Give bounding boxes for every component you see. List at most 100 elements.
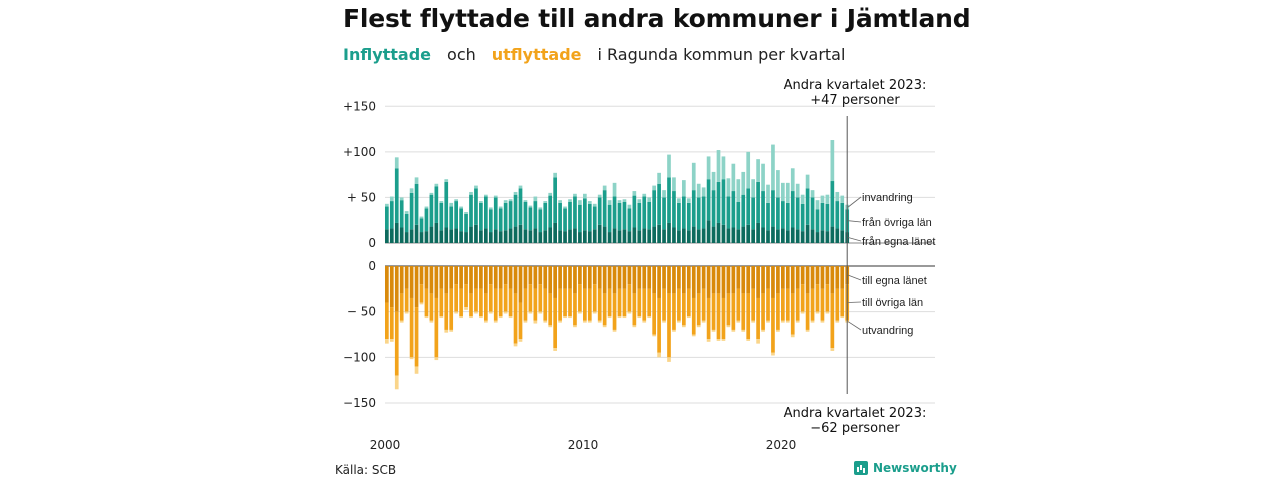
bar-in-invandring bbox=[686, 198, 691, 203]
bar-out-utvandring bbox=[484, 320, 488, 323]
bar-in-ovriga bbox=[518, 188, 523, 225]
bar-in-invandring bbox=[563, 206, 567, 209]
bar-in-ovriga bbox=[429, 194, 434, 227]
bar-out-utvandring bbox=[439, 316, 444, 319]
bar-out-egna bbox=[820, 266, 825, 289]
bar-in-egna bbox=[454, 228, 458, 243]
bar-out-egna bbox=[607, 266, 612, 289]
bar-out-egna bbox=[696, 266, 701, 294]
bar-out-egna bbox=[513, 266, 518, 294]
brand-logo[interactable]: Newsworthy bbox=[854, 461, 957, 475]
bar-out-egna bbox=[825, 266, 830, 285]
bar-in-invandring bbox=[696, 183, 701, 198]
bar-out-utvandring bbox=[528, 311, 533, 314]
bar-in-ovriga bbox=[414, 183, 419, 225]
bar-in-invandring bbox=[677, 198, 681, 203]
bar-in-invandring bbox=[682, 180, 686, 197]
bar-out-utvandring bbox=[538, 311, 543, 314]
bar-out-ovriga bbox=[543, 288, 548, 321]
bar-in-ovriga bbox=[637, 202, 642, 231]
bar-out-ovriga bbox=[385, 302, 389, 340]
annotation-top-line2: +47 personer bbox=[810, 93, 900, 108]
bar-in-ovriga bbox=[721, 179, 726, 225]
bar-out-egna bbox=[528, 266, 533, 285]
bar-out-egna bbox=[424, 266, 429, 289]
bar-out-utvandring bbox=[503, 311, 508, 314]
bar-out-ovriga bbox=[533, 288, 538, 321]
bar-in-egna bbox=[602, 226, 607, 243]
bar-in-egna bbox=[434, 222, 439, 243]
bar-out-egna bbox=[647, 266, 652, 289]
y-tick-label-top: +100 bbox=[343, 145, 376, 159]
bar-in-egna bbox=[538, 232, 543, 243]
bar-out-utvandring bbox=[429, 320, 434, 323]
bar-in-egna bbox=[761, 227, 765, 243]
bar-out-utvandring bbox=[587, 320, 592, 323]
bar-in-invandring bbox=[424, 206, 429, 209]
bar-in-ovriga bbox=[434, 186, 439, 223]
bar-in-ovriga bbox=[385, 206, 389, 230]
bar-out-ovriga bbox=[800, 284, 805, 312]
bar-out-egna bbox=[840, 266, 845, 289]
bar-out-utvandring bbox=[479, 316, 483, 319]
bar-out-utvandring bbox=[568, 316, 572, 319]
bar-out-ovriga bbox=[776, 293, 780, 330]
series-leader-line bbox=[848, 301, 862, 303]
bar-out-egna bbox=[553, 266, 557, 298]
bar-in-invandring bbox=[597, 194, 602, 198]
bar-out-egna bbox=[385, 266, 389, 303]
bar-out-utvandring bbox=[682, 325, 686, 328]
bar-in-ovriga bbox=[632, 195, 637, 228]
series-leader-line bbox=[848, 220, 862, 223]
bar-in-egna bbox=[751, 229, 755, 243]
bar-in-invandring bbox=[385, 203, 389, 207]
bar-in-invandring bbox=[795, 183, 800, 198]
bar-out-ovriga bbox=[785, 288, 790, 321]
bar-out-utvandring bbox=[464, 307, 468, 310]
bar-in-invandring bbox=[736, 179, 741, 202]
chart-subtitle: Inflyttade och utflyttade i Ragunda kommun … bbox=[343, 45, 845, 64]
y-tick-label-bottom: −100 bbox=[343, 350, 376, 364]
bar-in-ovriga bbox=[677, 202, 681, 231]
bar-out-ovriga bbox=[820, 288, 825, 321]
bar-in-egna bbox=[721, 224, 726, 243]
bar-out-ovriga bbox=[404, 288, 409, 312]
bar-out-ovriga bbox=[830, 293, 835, 349]
y-tick-label-top: +150 bbox=[343, 99, 376, 113]
bar-in-invandring bbox=[751, 179, 755, 198]
bar-out-ovriga bbox=[558, 288, 562, 321]
bar-out-utvandring bbox=[721, 339, 726, 341]
bar-in-egna bbox=[785, 230, 790, 243]
bar-in-invandring bbox=[429, 192, 434, 195]
subtitle-och: och bbox=[447, 45, 476, 64]
bar-in-egna bbox=[805, 224, 810, 243]
bar-in-egna bbox=[696, 229, 701, 243]
bar-out-egna bbox=[449, 266, 454, 289]
bar-out-egna bbox=[523, 266, 528, 289]
bar-out-utvandring bbox=[815, 311, 820, 314]
bar-out-utvandring bbox=[513, 343, 518, 347]
x-tick-label: 2020 bbox=[766, 438, 797, 452]
bar-in-egna bbox=[573, 228, 577, 243]
bar-out-utvandring bbox=[508, 316, 513, 319]
bar-out-utvandring bbox=[835, 320, 840, 323]
bar-out-ovriga bbox=[602, 293, 607, 326]
newsworthy-icon bbox=[854, 461, 868, 475]
bar-out-egna bbox=[479, 266, 483, 289]
bar-out-ovriga bbox=[667, 293, 671, 358]
bar-in-egna bbox=[711, 226, 716, 243]
bar-in-invandring bbox=[464, 212, 468, 214]
bar-in-egna bbox=[587, 231, 592, 243]
bar-out-egna bbox=[464, 266, 468, 285]
bar-out-egna bbox=[419, 266, 424, 285]
bar-out-egna bbox=[746, 266, 751, 294]
bar-in-egna bbox=[399, 227, 404, 243]
bar-in-ovriga bbox=[731, 191, 736, 228]
bar-in-ovriga bbox=[761, 191, 765, 228]
bar-in-ovriga bbox=[835, 201, 840, 229]
bar-in-ovriga bbox=[533, 201, 538, 229]
bar-out-utvandring bbox=[706, 339, 711, 342]
bar-in-ovriga bbox=[528, 207, 533, 231]
bar-in-ovriga bbox=[469, 194, 473, 227]
bar-in-ovriga bbox=[548, 195, 553, 228]
